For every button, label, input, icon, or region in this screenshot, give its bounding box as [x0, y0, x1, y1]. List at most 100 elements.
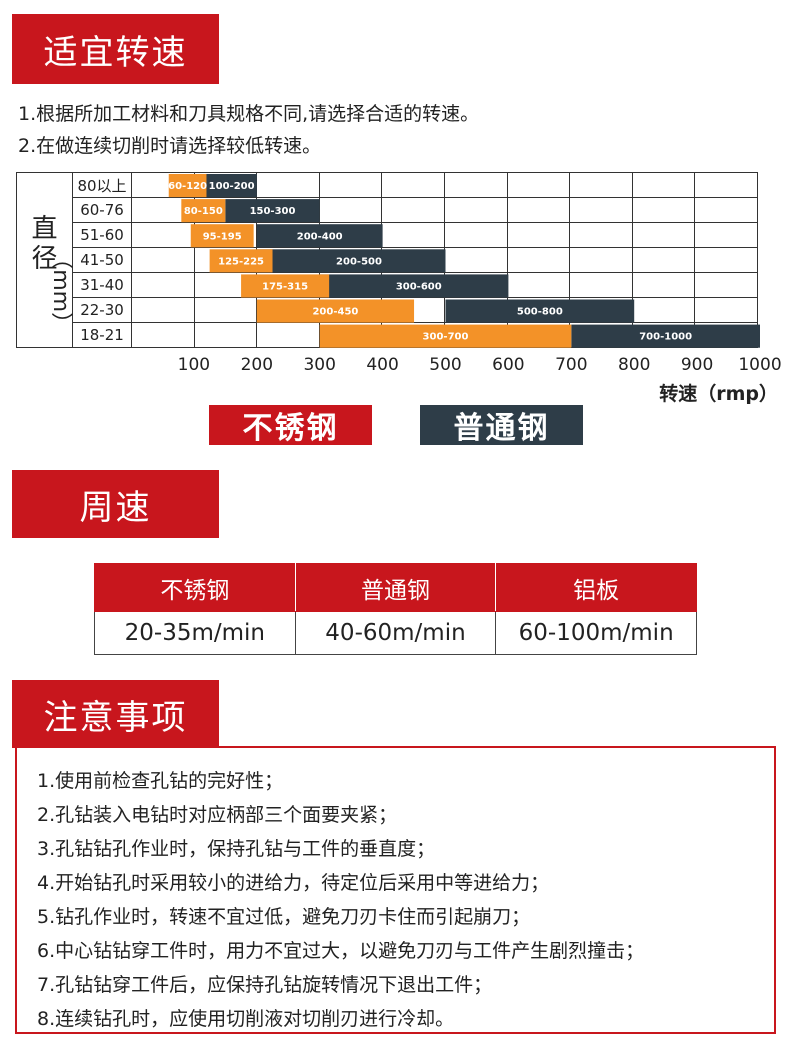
y-axis-title: 直径（mm）	[16, 172, 73, 348]
grid-cell	[193, 322, 258, 348]
grid-cell	[631, 322, 696, 348]
grid-cell	[443, 322, 508, 348]
precaution-item: 7.孔钻钻穿工件后，应保持孔钻旋转情况下退出工件；	[37, 974, 493, 996]
grid-cell	[694, 222, 758, 248]
grid-cell	[131, 322, 195, 348]
grid-cell	[381, 322, 445, 348]
precaution-item: 2.孔钻装入电钻时对应柄部三个面要夹紧；	[37, 804, 398, 826]
grid-cell	[318, 272, 383, 298]
grid-cell	[506, 222, 571, 248]
grid-cell	[631, 172, 696, 198]
precaution-item: 6.中心钻钻穿工件时，用力不宜过大，以避免刀刃与工件产生剧烈撞击；	[37, 940, 645, 962]
grid-cell	[256, 272, 320, 298]
x-tick-label: 900	[680, 355, 714, 375]
grid-cell	[193, 222, 258, 248]
grid-cell	[256, 197, 320, 223]
grid-cell	[318, 247, 383, 273]
grid-cell	[193, 297, 258, 323]
note-2: 2.在做连续切削时请选择较低转速。	[18, 135, 322, 157]
grid-cell	[631, 247, 696, 273]
x-tick-label: 600	[492, 355, 525, 375]
diameter-label: 18-21	[72, 322, 132, 348]
grid-cell	[569, 322, 633, 348]
grid-cell	[443, 197, 508, 223]
value-carbon: 40-60m/min	[294, 611, 497, 655]
precaution-item: 1.使用前检查孔钻的完好性；	[37, 770, 284, 792]
grid-cell	[131, 172, 195, 198]
grid-cell	[694, 322, 758, 348]
precaution-item: 3.孔钻钻孔作业时，保持孔钻与工件的垂直度；	[37, 838, 436, 860]
value-stainless: 20-35m/min	[94, 611, 296, 655]
diameter-label: 41-50	[72, 247, 132, 273]
value-aluminum: 60-100m/min	[495, 611, 697, 655]
grid-cell	[443, 297, 508, 323]
diameter-label: 80以上	[72, 172, 132, 198]
grid-cell	[193, 172, 258, 198]
chart-grid: 直径（mm） 80以上 60-76 51-60 41-50 31-40 22-30 18-21	[16, 172, 758, 348]
section-title-speed: 适宜转速	[12, 14, 219, 84]
surface-speed-table: 不锈钢 普通钢 铝板 20-35m/min 40-60m/min 60-100m…	[94, 563, 697, 655]
grid-cell	[381, 272, 445, 298]
grid-cell	[131, 297, 195, 323]
precaution-item: 5.钻孔作业时，转速不宜过低，避免刀刃卡住而引起崩刀；	[37, 906, 531, 928]
legend-carbon: 普通钢	[420, 405, 583, 446]
grid-cell	[131, 272, 195, 298]
grid-cell	[318, 322, 383, 348]
x-tick-label: 400	[366, 355, 399, 375]
x-tick-label: 100	[177, 355, 211, 375]
x-tick-label: 500	[429, 355, 462, 375]
grid-cell	[569, 272, 633, 298]
grid-cell	[569, 222, 633, 248]
grid-cell	[318, 297, 383, 323]
grid-cell	[193, 272, 258, 298]
grid-cell	[694, 297, 758, 323]
precaution-item: 4.开始钻孔时采用较小的进给力，待定位后采用中等进给力；	[37, 872, 550, 894]
diameter-label: 31-40	[72, 272, 132, 298]
grid-cell	[131, 197, 195, 223]
precautions-box: 1.使用前检查孔钻的完好性； 2.孔钻装入电钻时对应柄部三个面要夹紧； 3.孔钻…	[15, 746, 776, 1034]
grid-cell	[506, 197, 571, 223]
grid-cell	[631, 272, 696, 298]
grid-cell	[506, 297, 571, 323]
grid-cell	[506, 322, 571, 348]
grid-cell	[694, 197, 758, 223]
grid-cell	[506, 172, 571, 198]
grid-cell	[631, 222, 696, 248]
grid-cell	[381, 197, 445, 223]
grid-cell	[694, 272, 758, 298]
grid-cell	[256, 222, 320, 248]
grid-cell	[381, 247, 445, 273]
section-title-surface-speed: 周速	[12, 470, 219, 538]
grid-cell	[506, 247, 571, 273]
grid-cell	[569, 297, 633, 323]
grid-cell	[256, 247, 320, 273]
diameter-label: 51-60	[72, 222, 132, 248]
grid-cell	[318, 222, 383, 248]
grid-cell	[318, 197, 383, 223]
grid-cell	[506, 272, 571, 298]
grid-cell	[694, 172, 758, 198]
grid-cell	[381, 172, 445, 198]
grid-cell	[443, 272, 508, 298]
grid-cell	[694, 247, 758, 273]
grid-cell	[256, 172, 320, 198]
x-tick-label: 200	[240, 355, 274, 375]
grid-cell	[381, 297, 445, 323]
grid-cell	[193, 197, 258, 223]
legend-stainless: 不锈钢	[209, 405, 372, 446]
header-carbon: 普通钢	[294, 563, 497, 612]
x-axis-title: 转速（rmp）	[659, 383, 778, 405]
grid-cell	[631, 297, 696, 323]
diameter-label: 60-76	[72, 197, 132, 223]
note-1: 1.根据所加工材料和刀具规格不同,请选择合适的转速。	[18, 103, 480, 125]
grid-cell	[443, 222, 508, 248]
grid-cell	[443, 172, 508, 198]
x-tick-label: 300	[303, 355, 336, 375]
header-aluminum: 铝板	[495, 563, 697, 612]
x-tick-label: 700	[555, 355, 588, 375]
precaution-item: 8.连续钻孔时，应使用切削液对切削刃进行冷却。	[37, 1008, 455, 1030]
grid-cell	[443, 247, 508, 273]
x-tick-label: 1000	[738, 355, 782, 375]
grid-cell	[318, 172, 383, 198]
grid-cell	[256, 322, 320, 348]
